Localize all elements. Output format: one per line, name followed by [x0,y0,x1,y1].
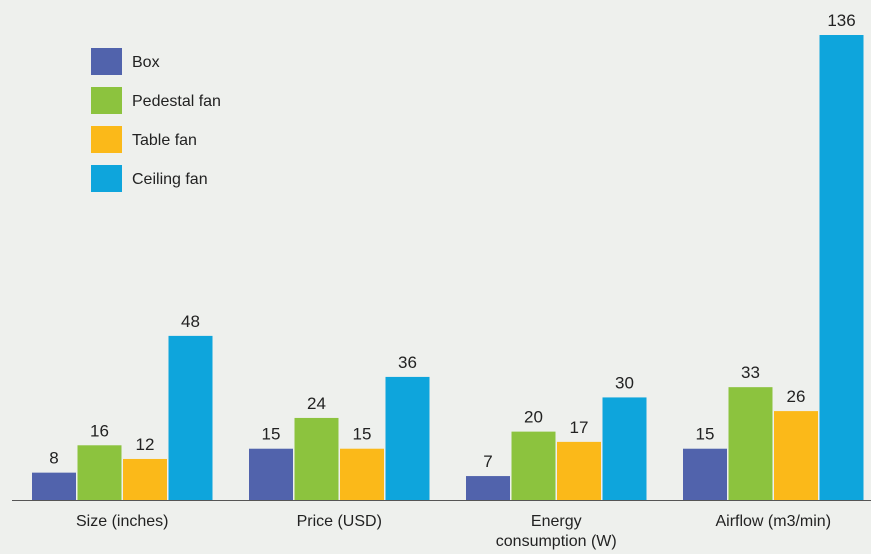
data-label: 48 [181,312,200,331]
data-label: 15 [262,425,281,444]
legend-swatch [91,87,122,114]
data-label: 17 [570,418,589,437]
legend: Box Pedestal fan Table fan Ceiling fan [91,48,221,192]
x-tick-label: Size (inches) [76,513,168,530]
bar [77,445,122,500]
bar [385,376,430,500]
data-label: 30 [615,373,634,392]
x-tick-label: Price (USD) [297,513,382,530]
legend-label: Pedestal fan [132,93,221,110]
data-label: 20 [524,408,543,427]
bar [683,448,727,500]
legend-swatch [91,126,122,153]
value-labels: 8 15 7 15 16 24 20 33 12 15 17 26 48 36 30 136 [49,11,855,471]
bar [557,441,601,500]
legend-swatch [91,48,122,75]
data-label: 33 [741,363,760,382]
x-tick-label: Airflow (m3/min) [715,513,831,530]
bar [294,417,339,500]
bar [32,472,76,500]
bar [728,387,773,500]
x-tick-labels: Size (inches) Price (USD) Energy consumptio… [76,513,831,550]
legend-label: Table fan [132,132,197,149]
bar [511,431,556,500]
legend-swatch [91,165,122,192]
bar [819,35,864,500]
bar [168,335,213,500]
x-tick-label: consumption (W) [496,533,617,550]
data-label: 136 [827,11,855,30]
bar [466,476,510,500]
bars [32,35,864,500]
data-label: 15 [353,425,372,444]
bar [340,448,384,500]
legend-label: Ceiling fan [132,171,208,188]
data-label: 15 [696,425,715,444]
legend-label: Box [132,54,160,71]
bar [249,448,293,500]
data-label: 36 [398,353,417,372]
data-label: 8 [49,449,58,468]
data-label: 26 [787,387,806,406]
data-label: 7 [483,452,492,471]
bar [602,397,647,500]
data-label: 24 [307,394,326,413]
bar [774,411,818,500]
bar [123,458,167,500]
data-label: 16 [90,421,109,440]
x-tick-label: Energy [531,513,582,530]
data-label: 12 [136,435,155,454]
